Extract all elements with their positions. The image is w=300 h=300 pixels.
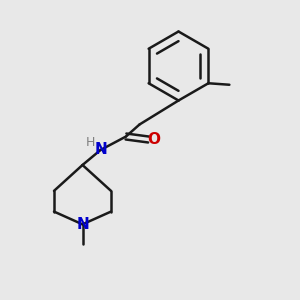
- Text: N: N: [94, 142, 107, 158]
- Text: N: N: [76, 217, 89, 232]
- Text: O: O: [147, 132, 161, 147]
- Text: H: H: [85, 136, 95, 149]
